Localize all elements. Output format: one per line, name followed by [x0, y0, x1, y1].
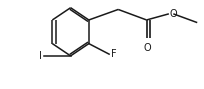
Text: F: F [111, 49, 117, 59]
Text: O: O [170, 9, 177, 19]
Text: O: O [144, 43, 151, 53]
Text: I: I [39, 51, 42, 61]
